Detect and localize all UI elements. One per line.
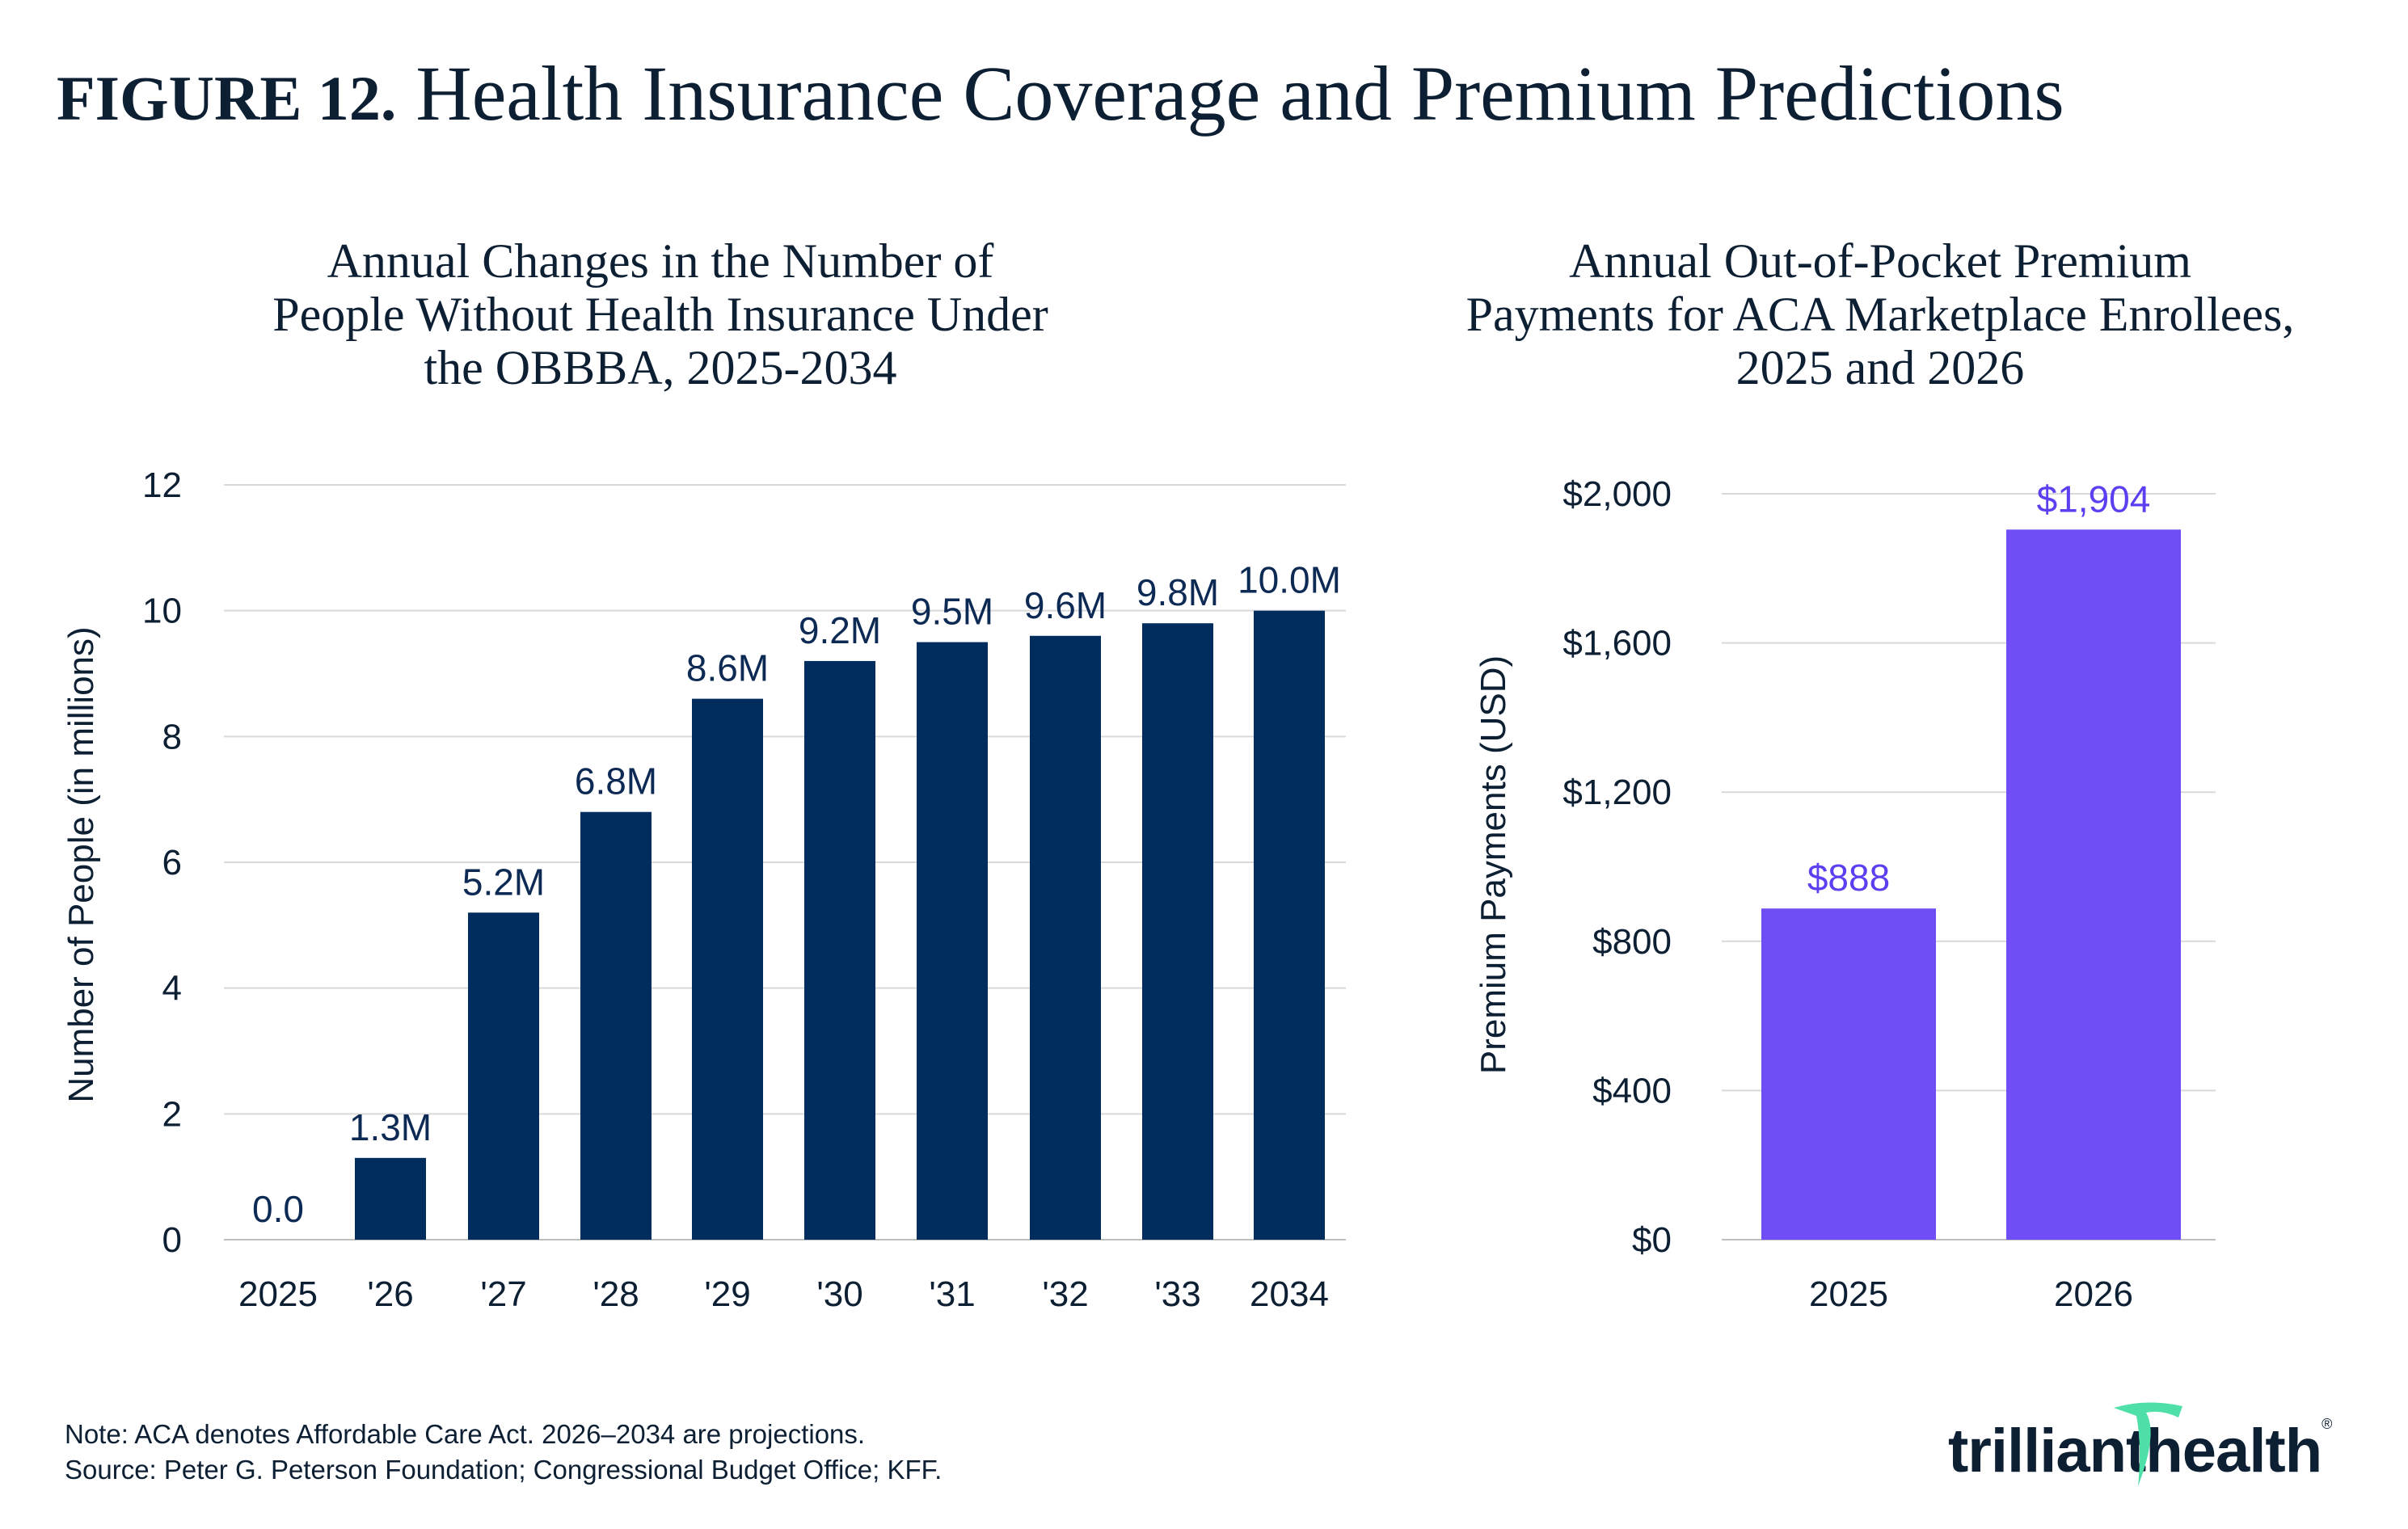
left-chart-title-line: the OBBBA, 2025-2034 bbox=[424, 341, 897, 394]
logo-swoosh-icon bbox=[2114, 1402, 2182, 1486]
left-bar-data-label: 9.5M bbox=[911, 591, 993, 633]
left-chart-title-line: Annual Changes in the Number of bbox=[327, 234, 994, 288]
left-x-tick-label: '27 bbox=[480, 1274, 526, 1314]
left-x-tick-label: 2034 bbox=[1250, 1274, 1329, 1314]
right-y-tick-label: $0 bbox=[1632, 1220, 1672, 1260]
left-bar bbox=[355, 1157, 426, 1240]
note-text: Note: ACA denotes Affordable Care Act. 2… bbox=[65, 1419, 866, 1449]
right-bar-data-label: $888 bbox=[1807, 857, 1890, 899]
right-bar-data-label: $1,904 bbox=[2037, 478, 2151, 520]
left-x-tick-label: '33 bbox=[1154, 1274, 1200, 1314]
left-bar bbox=[1142, 623, 1213, 1240]
left-bar-data-label: 8.6M bbox=[686, 647, 769, 689]
left-bar bbox=[580, 811, 652, 1240]
figure-title-text: Health Insurance Coverage and Premium Pr… bbox=[415, 50, 2064, 137]
left-bar-data-label: 6.8M bbox=[575, 760, 657, 802]
left-y-tick-label: 4 bbox=[162, 969, 182, 1009]
left-y-tick-label: 0 bbox=[162, 1220, 182, 1260]
left-x-tick-label: 2025 bbox=[238, 1274, 318, 1314]
left-chart-title-line: People Without Health Insurance Under bbox=[272, 288, 1048, 341]
trilliant-health-logo: trillianthealth® bbox=[1948, 1402, 2332, 1486]
right-x-tick-label: 2026 bbox=[2054, 1274, 2133, 1314]
right-y-tick-label: $800 bbox=[1592, 922, 1672, 962]
left-bar bbox=[692, 698, 763, 1240]
left-y-tick-label: 8 bbox=[162, 717, 182, 756]
right-y-tick-label: $1,600 bbox=[1562, 624, 1672, 663]
left-x-tick-label: '31 bbox=[929, 1274, 975, 1314]
left-bar bbox=[804, 660, 875, 1240]
logo-registered-mark: ® bbox=[2322, 1416, 2332, 1432]
left-bar-data-label: 0.0 bbox=[252, 1188, 304, 1230]
left-x-tick-label: '30 bbox=[816, 1274, 862, 1314]
right-chart-title-line: 2025 and 2026 bbox=[1735, 341, 2025, 394]
left-chart-title: Annual Changes in the Number of People W… bbox=[175, 234, 1145, 394]
left-bar bbox=[917, 642, 988, 1240]
logo-text-right: health bbox=[2145, 1417, 2322, 1485]
source-text: Source: Peter G. Peterson Foundation; Co… bbox=[65, 1455, 943, 1485]
right-chart-title-line: Payments for ACA Marketplace Enrollees, bbox=[1465, 288, 2295, 341]
left-x-tick-label: '32 bbox=[1042, 1274, 1088, 1314]
left-bar-data-label: 9.2M bbox=[799, 609, 881, 651]
right-y-tick-label: $2,000 bbox=[1562, 474, 1672, 514]
left-x-tick-label: '29 bbox=[704, 1274, 750, 1314]
right-bar bbox=[2006, 529, 2181, 1240]
right-bar bbox=[1761, 908, 1936, 1240]
right-y-tick-label: $400 bbox=[1592, 1071, 1672, 1110]
left-y-tick-label: 12 bbox=[142, 465, 182, 505]
figure-title: FIGURE 12. Health Insurance Coverage and… bbox=[57, 48, 2064, 138]
figure-label: FIGURE 12. bbox=[57, 63, 397, 133]
left-y-tick-label: 6 bbox=[162, 843, 182, 882]
left-y-tick-label: 2 bbox=[162, 1094, 182, 1134]
logo-text-left: trilliant bbox=[1948, 1417, 2146, 1485]
left-bar-data-label: 10.0M bbox=[1238, 559, 1341, 601]
right-chart-title-line: Annual Out-of-Pocket Premium bbox=[1569, 234, 2191, 288]
left-x-tick-label: '26 bbox=[367, 1274, 413, 1314]
left-bar bbox=[1030, 635, 1101, 1240]
left-bar bbox=[1254, 610, 1325, 1240]
right-y-tick-label: $1,200 bbox=[1562, 773, 1672, 812]
left-y-axis-label: Number of People (in millions) bbox=[61, 626, 101, 1102]
right-chart-title: Annual Out-of-Pocket Premium Payments fo… bbox=[1395, 234, 2365, 394]
left-bar-data-label: 9.6M bbox=[1024, 584, 1107, 626]
left-bar bbox=[468, 912, 539, 1240]
left-x-tick-label: '28 bbox=[593, 1274, 639, 1314]
left-bar-data-label: 5.2M bbox=[462, 861, 545, 903]
right-y-axis-label: Premium Payments (USD) bbox=[1474, 655, 1513, 1074]
left-y-tick-label: 10 bbox=[142, 592, 182, 631]
left-bar-data-label: 9.8M bbox=[1137, 571, 1219, 613]
right-x-tick-label: 2025 bbox=[1809, 1274, 1888, 1314]
left-bar-data-label: 1.3M bbox=[349, 1106, 432, 1148]
